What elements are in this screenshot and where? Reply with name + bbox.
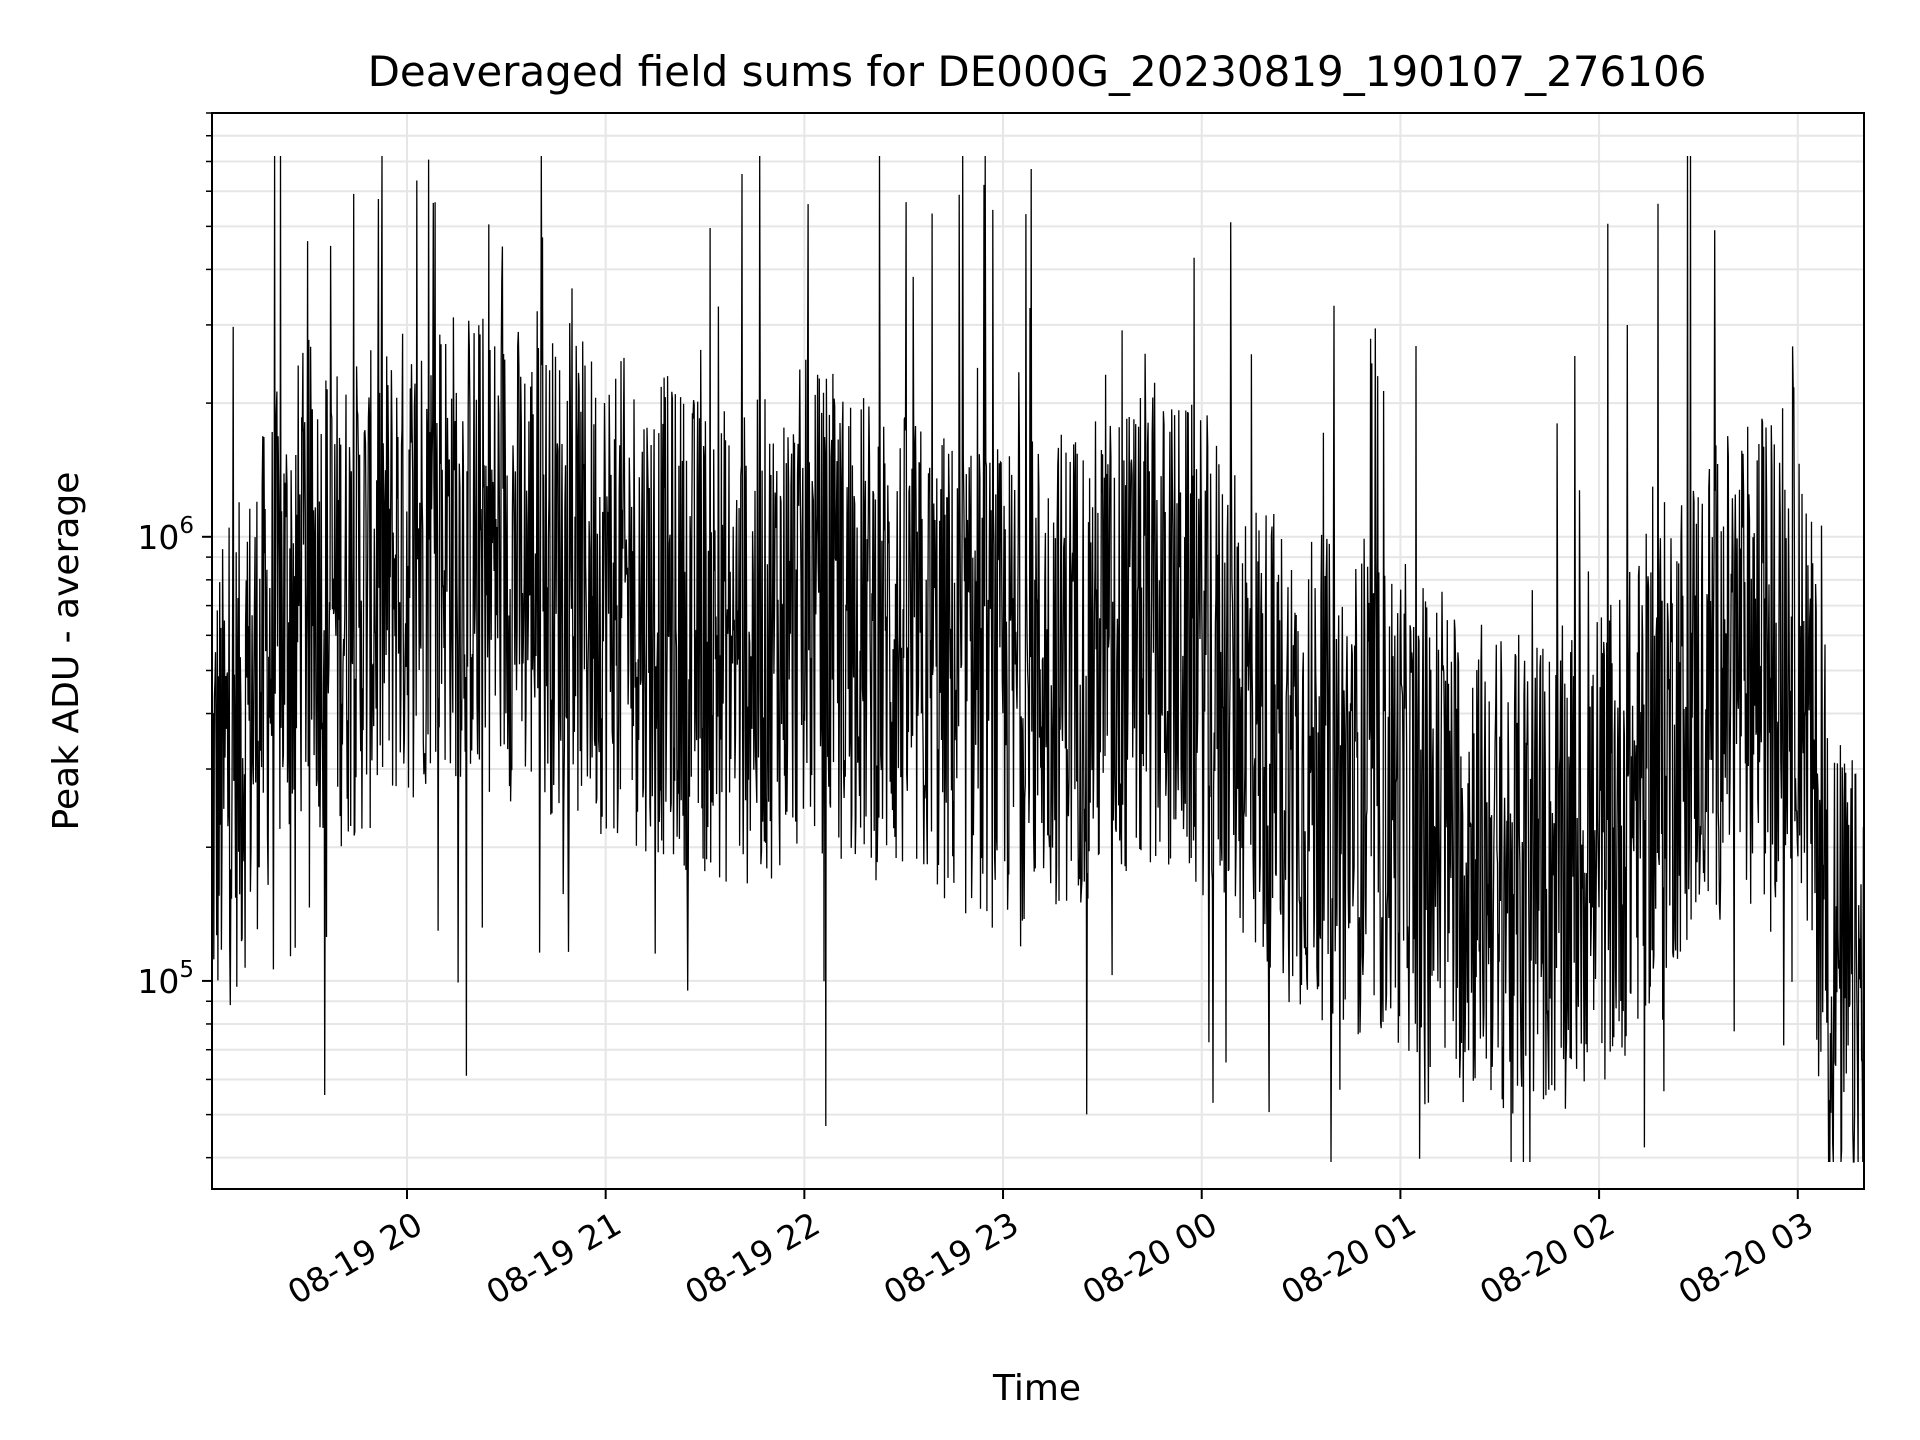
series-line (211, 155, 1865, 1163)
chart-title: Deaveraged field sums for DE000G_2023081… (368, 47, 1707, 96)
plot-area (211, 155, 1865, 1163)
plot-frame (211, 112, 1865, 1190)
y-axis: 106 105 (137, 112, 212, 1159)
y-tick-label: 106 (137, 513, 194, 557)
y-tick-label: 105 (137, 957, 194, 1001)
x-axis-label: Time (992, 1368, 1081, 1409)
y-axis-label: Peak ADU - average (46, 472, 87, 831)
